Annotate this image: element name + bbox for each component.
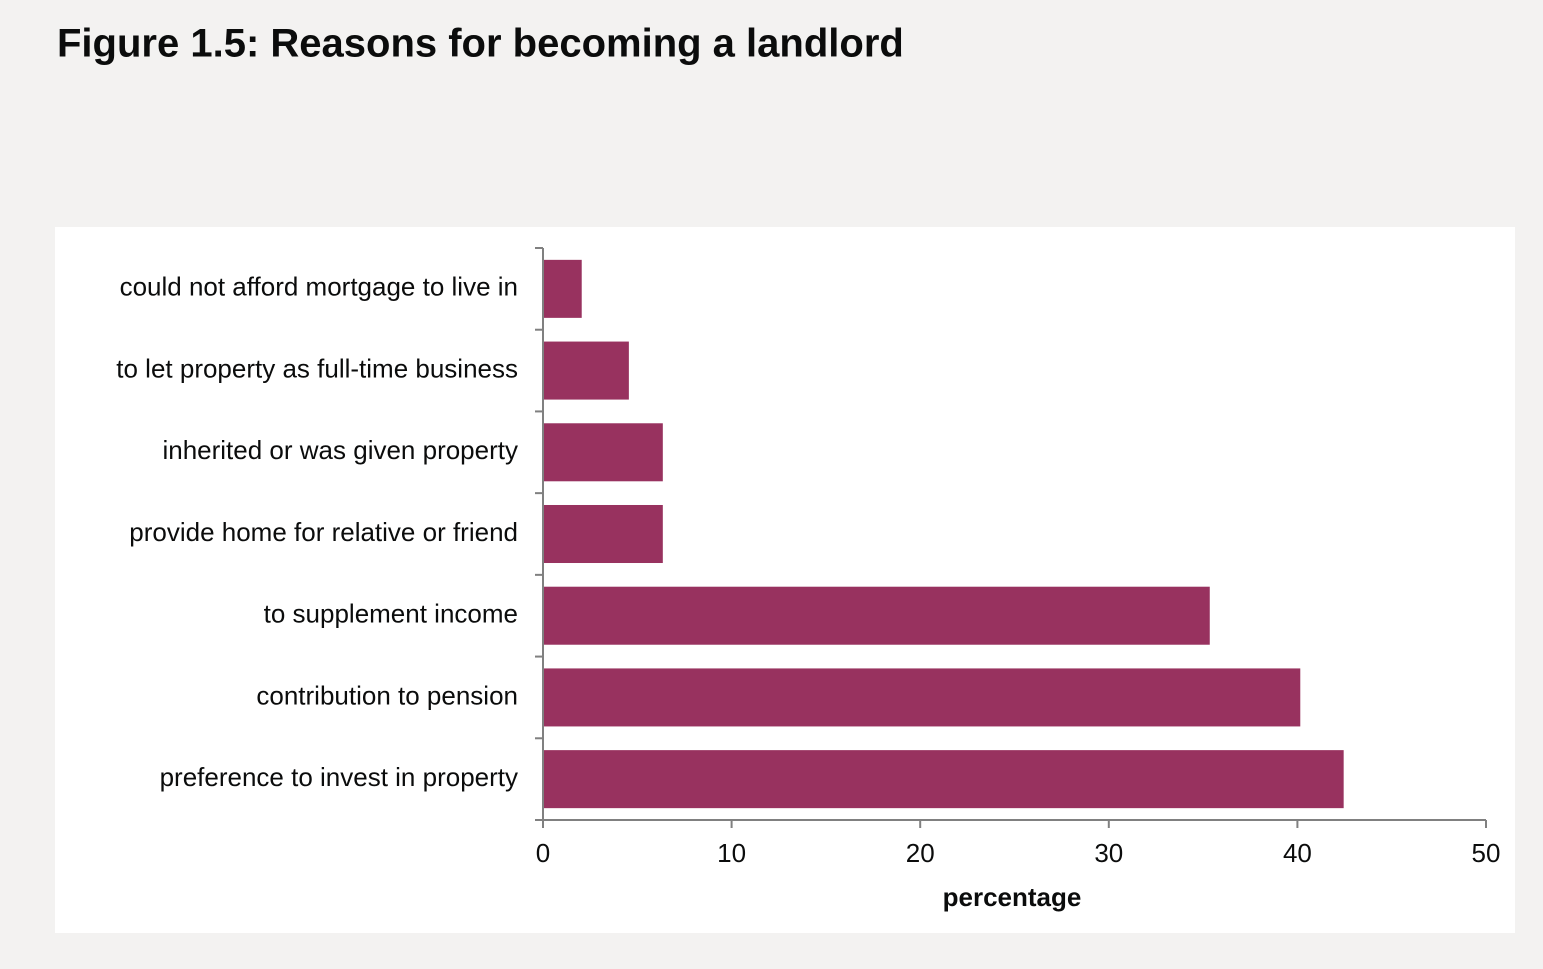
y-tick-label: to supplement income xyxy=(264,599,518,629)
bar xyxy=(544,423,663,482)
y-tick-label: preference to invest in property xyxy=(160,762,518,792)
bar xyxy=(544,259,582,318)
x-tick-label: 40 xyxy=(1283,838,1312,868)
y-tick-label: provide home for relative or friend xyxy=(129,517,518,547)
chart-panel xyxy=(55,227,1515,933)
x-tick-label: 10 xyxy=(717,838,746,868)
x-tick-label: 20 xyxy=(906,838,935,868)
bar xyxy=(544,586,1210,645)
bar xyxy=(544,668,1301,727)
chart-title: Figure 1.5: Reasons for becoming a landl… xyxy=(57,22,904,66)
y-tick-label: contribution to pension xyxy=(256,680,518,710)
x-tick-label: 50 xyxy=(1472,838,1501,868)
y-tick-label: inherited or was given property xyxy=(162,435,518,465)
x-tick-label: 0 xyxy=(536,838,550,868)
y-tick-label: could not afford mortgage to live in xyxy=(120,272,518,302)
bar xyxy=(544,341,629,400)
bar xyxy=(544,504,663,564)
bar xyxy=(544,750,1344,809)
x-axis-label: percentage xyxy=(943,882,1082,912)
y-tick-label: to let property as full-time business xyxy=(116,353,518,383)
x-tick-label: 30 xyxy=(1094,838,1123,868)
